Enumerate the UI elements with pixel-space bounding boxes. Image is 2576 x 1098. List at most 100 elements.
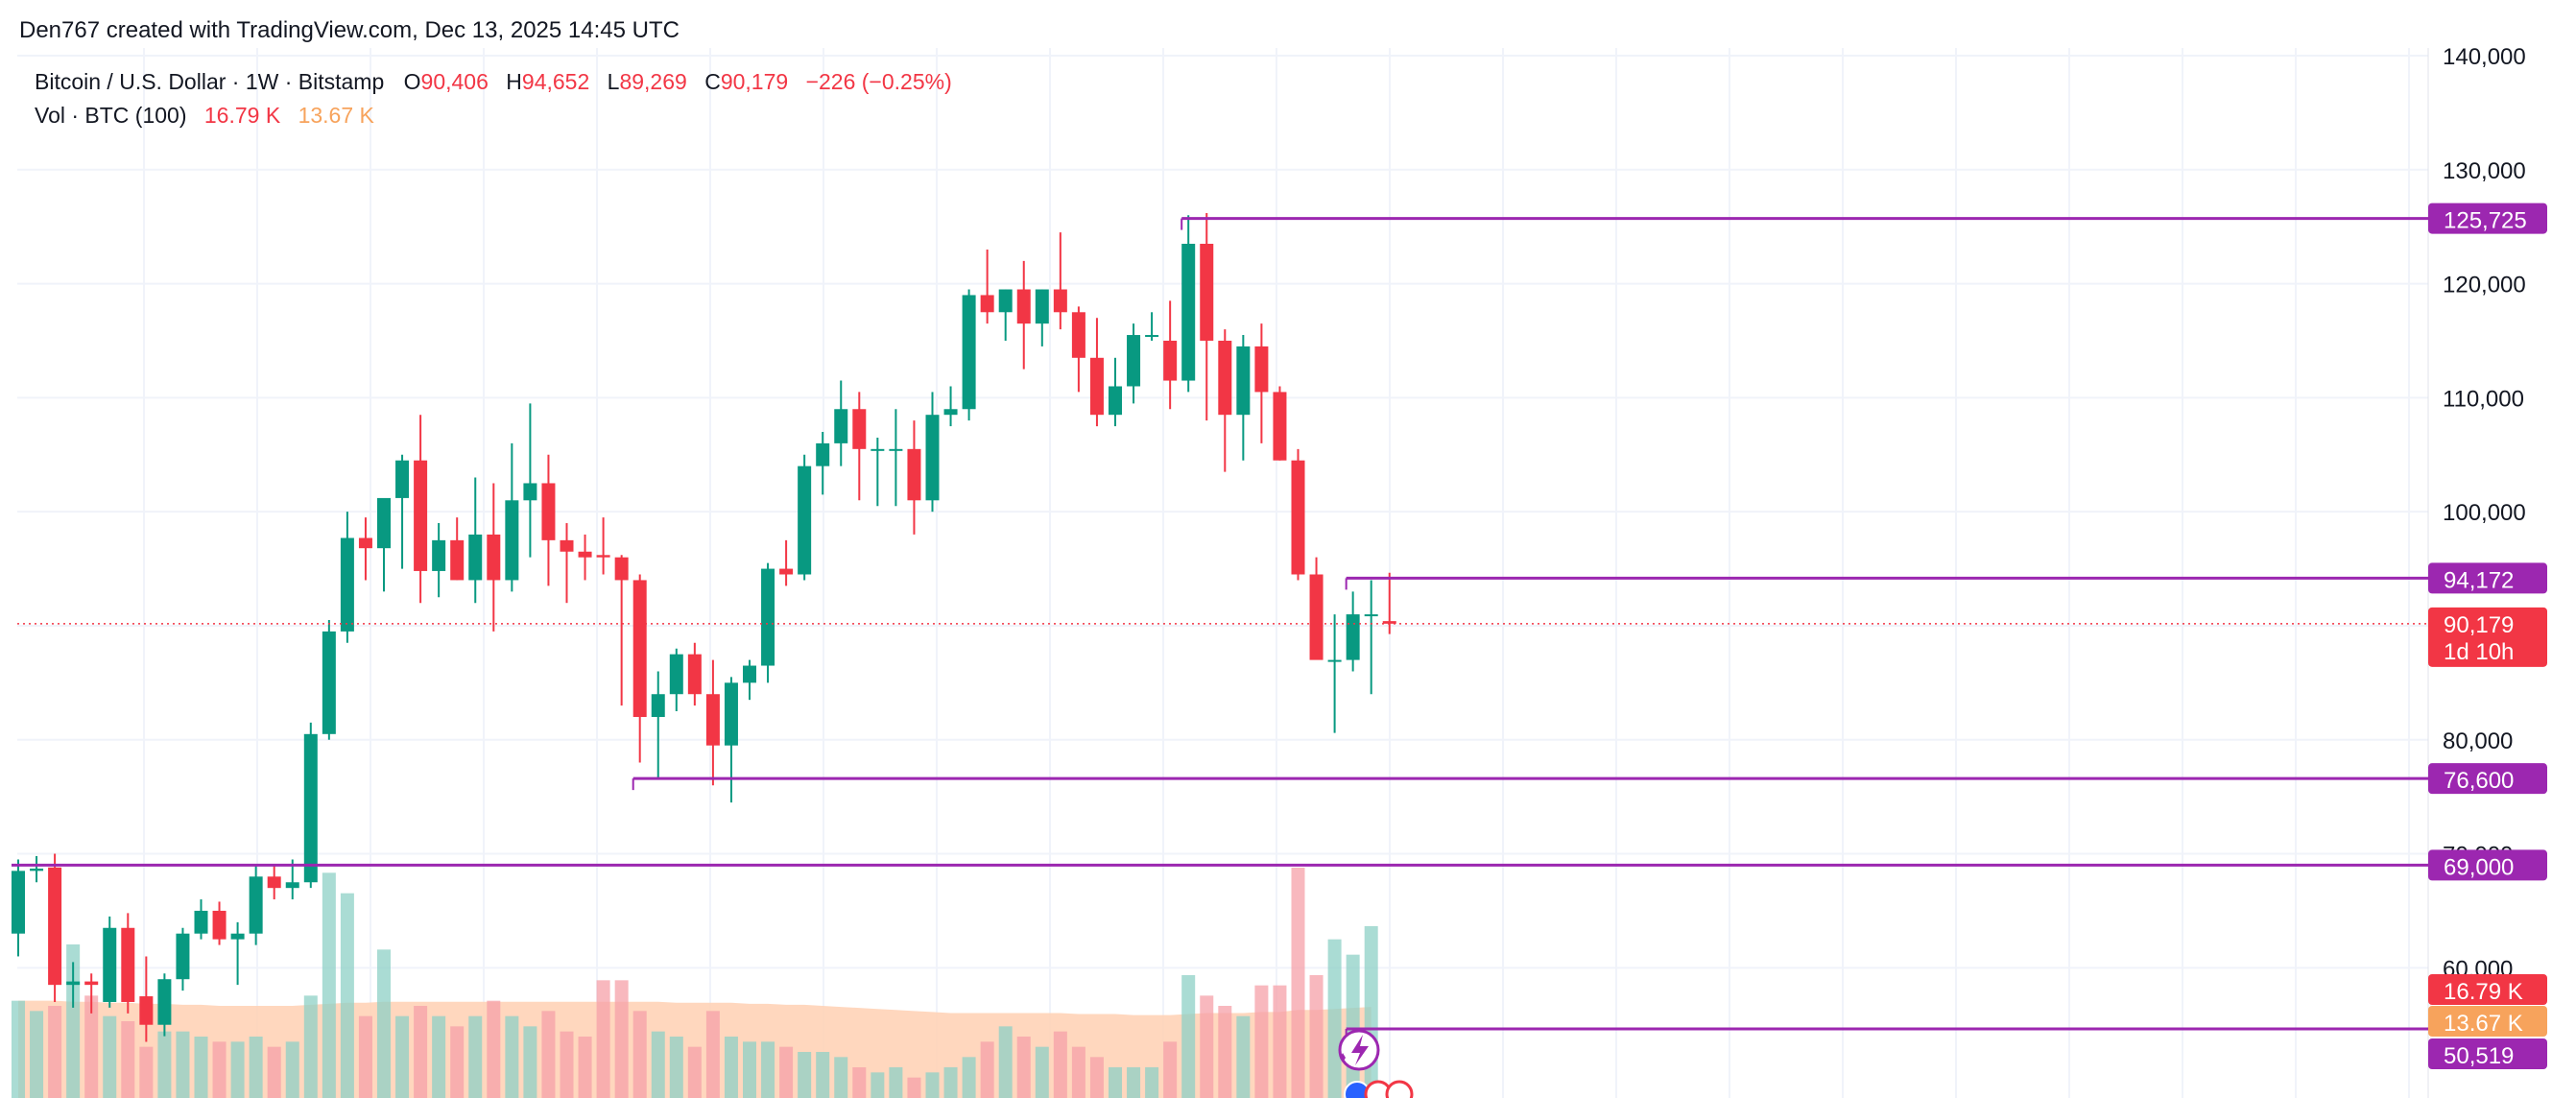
level-tag-text: 69,000 — [2444, 854, 2514, 880]
candle-body — [1127, 335, 1141, 387]
candle-body — [322, 631, 336, 734]
candle-body — [925, 415, 940, 501]
high-label: H — [506, 69, 522, 94]
volume-ma-value: 13.67 K — [298, 103, 375, 128]
volume-bar — [194, 1037, 208, 1098]
candle-body — [632, 580, 647, 717]
volume-bar — [1273, 985, 1287, 1098]
price-tick-label: 110,000 — [2443, 386, 2524, 412]
candle-body — [212, 910, 227, 940]
flag-event-icon[interactable] — [1344, 1080, 1414, 1098]
candle-body — [487, 534, 501, 581]
candle-body — [340, 537, 354, 632]
volume-bar — [12, 1000, 25, 1098]
volume-bar — [724, 1037, 738, 1098]
last-price-tag-text: 1d 10h — [2444, 639, 2514, 665]
volume-bar — [30, 1011, 44, 1098]
price-tick-label: 120,000 — [2443, 273, 2526, 298]
candle-body — [1273, 392, 1287, 461]
close-label: C — [704, 69, 721, 94]
candle-body — [1364, 614, 1378, 617]
candle-body — [724, 682, 738, 746]
volume-legend[interactable]: Vol · BTC (100) 16.79 K 13.67 K — [35, 103, 375, 128]
volume-bar — [962, 1057, 976, 1098]
candle-body — [139, 996, 154, 1025]
volume-bar — [303, 995, 318, 1098]
volume-bar — [157, 1031, 172, 1098]
volume-bar — [1309, 975, 1324, 1098]
volume-bar — [705, 1011, 720, 1098]
volume-bar — [340, 893, 354, 1098]
candle-body — [505, 500, 519, 581]
volume-bar — [1200, 995, 1214, 1098]
volume-bar — [1089, 1057, 1104, 1098]
level-tag-text: 94,172 — [2444, 567, 2514, 593]
candle-body — [1145, 335, 1159, 338]
candle-body — [1163, 340, 1178, 381]
volume-bar — [834, 1057, 848, 1098]
lightning-icon[interactable] — [1338, 1029, 1380, 1071]
volume-bar — [1035, 1046, 1049, 1098]
level-tag-bg — [2428, 1038, 2547, 1069]
volume-bar — [632, 1011, 647, 1098]
candle-body — [669, 654, 683, 695]
symbol-legend[interactable]: Bitcoin / U.S. Dollar · 1W · Bitstamp O9… — [35, 69, 952, 94]
candle-body — [303, 733, 318, 883]
volume-bar — [596, 980, 610, 1098]
price-axis[interactable]: 60,00070,00080,000100,000110,000120,0001… — [2443, 44, 2526, 982]
open-label: O — [404, 69, 421, 94]
last-price-tag-text: 90,179 — [2444, 612, 2514, 638]
price-tick-label: 130,000 — [2443, 158, 2526, 184]
candle-body — [121, 927, 135, 1002]
volume-bar — [121, 1021, 135, 1098]
candle-body — [1218, 340, 1232, 416]
candle-body — [687, 654, 702, 695]
candle-body — [1346, 614, 1360, 660]
volume-bar — [267, 1046, 281, 1098]
low-value: 89,269 — [619, 69, 686, 94]
price-tick-label: 100,000 — [2443, 500, 2526, 526]
volume-ma-tag-bg — [2428, 1006, 2547, 1037]
candle-body — [596, 555, 610, 558]
candle-body — [523, 483, 537, 501]
volume-bar — [176, 1031, 190, 1098]
candle-body — [468, 534, 483, 581]
candle-body — [1291, 460, 1305, 575]
volume-bar — [249, 1037, 263, 1098]
volume-bar — [614, 980, 629, 1098]
volume-bar — [1346, 954, 1360, 1098]
candle-body — [1071, 312, 1085, 358]
volume-bar — [925, 1072, 940, 1098]
volume-bar — [322, 872, 336, 1098]
volume-bar — [1291, 868, 1305, 1098]
close-value: 90,179 — [721, 69, 788, 94]
candle-body — [395, 460, 410, 498]
volume-bar — [761, 1041, 775, 1098]
low-label: L — [608, 69, 620, 94]
candle-body — [852, 409, 867, 449]
chart-grid — [17, 48, 2429, 1098]
created-credit: Den767 created with TradingView.com, Dec… — [19, 17, 680, 43]
volume-bar — [541, 1011, 556, 1098]
volume-bar — [889, 1067, 903, 1098]
level-tag-text: 76,600 — [2444, 768, 2514, 794]
volume-tag-text: 16.79 K — [2444, 979, 2523, 1005]
volume-bar — [212, 1041, 227, 1098]
last-price-tag-bg — [2428, 607, 2547, 667]
candle-body — [1327, 659, 1342, 662]
candle-body — [578, 551, 592, 558]
volume-bar — [1127, 1067, 1141, 1098]
candle-body — [651, 694, 665, 717]
candle-body — [84, 981, 99, 986]
level-tag-text: 125,725 — [2444, 208, 2527, 234]
candle-body — [1016, 289, 1031, 324]
volume-bar — [1364, 925, 1378, 1098]
price-tick-label: 140,000 — [2443, 44, 2526, 70]
volume-ma-tag-text: 13.67 K — [2444, 1011, 2523, 1037]
horizontal-levels[interactable] — [12, 217, 2428, 1040]
change-value: −226 (−0.25%) — [806, 69, 952, 94]
candle-body — [614, 557, 629, 581]
candle-body — [816, 442, 830, 466]
volume-bar — [943, 1067, 958, 1098]
